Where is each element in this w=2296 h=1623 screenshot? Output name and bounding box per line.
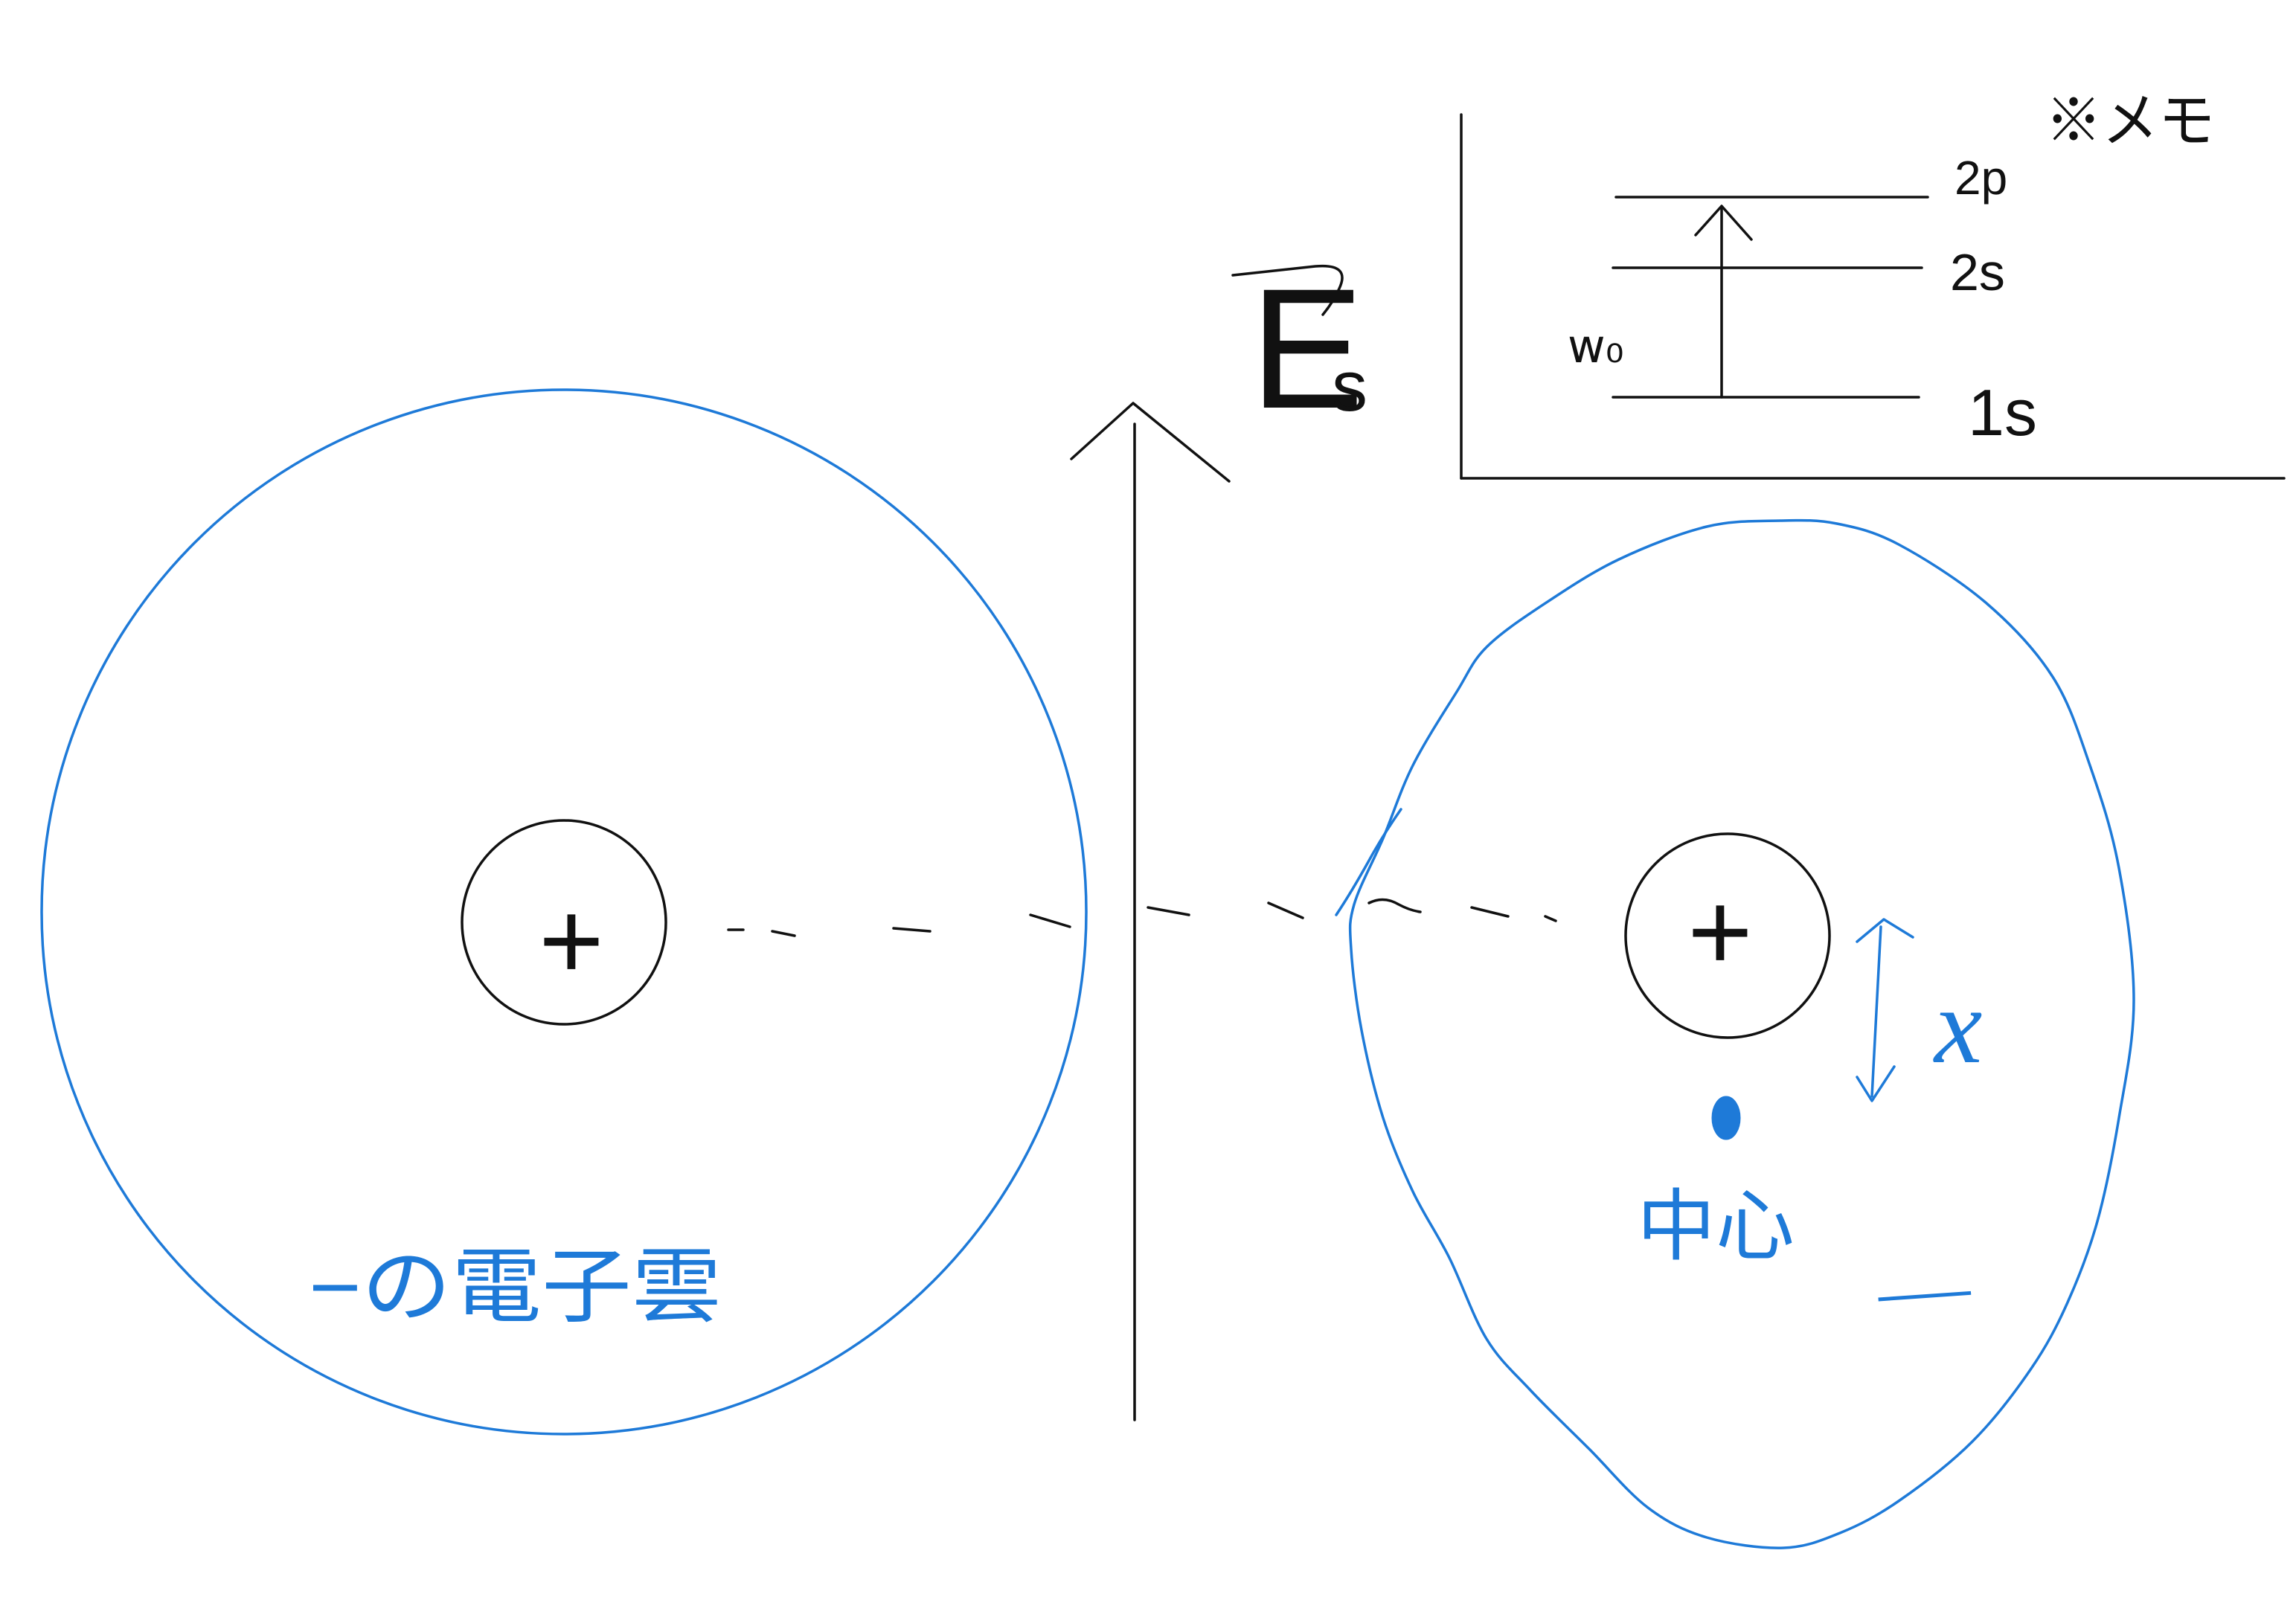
left-electron-cloud <box>40 388 1088 1436</box>
right-atom: + x 中心 − <box>1335 518 2135 1549</box>
right-cloud-sign: − <box>1867 1263 1982 1328</box>
displacement-label: x <box>1933 967 1982 1086</box>
dash-segment <box>1029 913 1071 928</box>
right-cloud-overstroke <box>1335 808 1402 916</box>
cloud-center-dot <box>1711 1096 1741 1140</box>
nucleus-connection-dashes <box>727 898 1557 937</box>
displacement-arrow <box>1856 918 1914 1102</box>
left-cloud-label: −の電子雲 <box>309 1241 722 1333</box>
transition-arrowhead <box>1694 205 1753 241</box>
left-atom: + −の電子雲 <box>40 388 1088 1436</box>
displacement-arrow-shaft <box>1870 925 1882 1098</box>
energy-level-diagram: 2p 2s 1s w₀ ※メモ <box>1460 88 2286 480</box>
left-nucleus <box>461 819 667 1026</box>
right-electron-cloud <box>1348 518 2135 1549</box>
field-vector-arrow-icon <box>1231 264 1344 316</box>
right-nucleus-sign: + <box>1687 869 1753 994</box>
field-label-subscript: s <box>1332 347 1367 426</box>
dash-segment <box>1267 902 1304 919</box>
field-arrow: E s <box>1070 253 1367 1421</box>
displacement-arrowhead-up <box>1856 918 1914 943</box>
displacement-arrowhead-down <box>1856 1065 1896 1102</box>
dash-segment <box>1470 906 1510 918</box>
memo-label: ※メモ <box>2045 88 2215 154</box>
level-label-2p: 2p <box>1955 151 2007 205</box>
field-arrowhead <box>1070 402 1231 483</box>
level-label-1s: 1s <box>1968 376 2037 449</box>
cloud-center-label: 中心 <box>1637 1183 1795 1270</box>
dash-segment <box>892 927 931 933</box>
transition-label: w₀ <box>1568 319 1624 373</box>
left-nucleus-sign: + <box>539 878 604 1003</box>
dash-segment <box>1544 915 1557 922</box>
dash-segment <box>1147 906 1190 916</box>
level-label-2s: 2s <box>1950 243 2005 301</box>
dash-segment <box>1367 898 1422 913</box>
right-nucleus <box>1624 832 1831 1039</box>
dash-segment <box>771 930 796 937</box>
field-label-main: E <box>1250 253 1364 444</box>
